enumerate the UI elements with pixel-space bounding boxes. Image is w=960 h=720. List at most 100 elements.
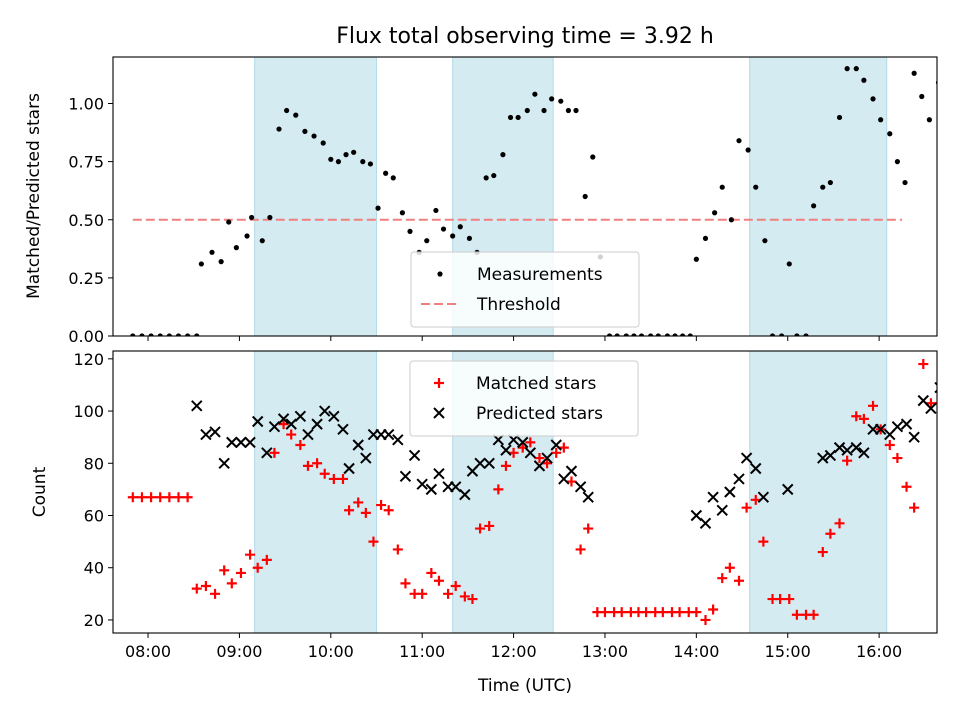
count-series-0-point-83 — [825, 528, 836, 539]
ratio-series-0-point-4 — [166, 333, 172, 336]
ratio-series-0-point-26 — [351, 149, 357, 155]
ratio-series-0-point-27 — [360, 159, 366, 165]
x-tick-label-6: 14:00 — [673, 642, 719, 661]
count-series-0-point-40 — [467, 594, 478, 605]
count-series-1-point-11 — [285, 418, 297, 430]
ratio-series-0-point-48 — [532, 91, 538, 97]
count-series-0-point-7 — [191, 583, 202, 594]
count-series-0-point-51 — [558, 442, 569, 453]
ratio-series-0-point-46 — [515, 114, 521, 121]
ratio-series-0-point-30 — [383, 170, 389, 176]
count-series-1-point-6 — [244, 436, 256, 449]
ratio-series-0-point-19 — [293, 112, 299, 118]
count-series-0-point-48 — [534, 453, 545, 464]
count-series-0-point-16 — [269, 447, 280, 458]
ratio-series-0-point-59 — [623, 333, 629, 336]
ratio-series-0-point-31 — [390, 175, 396, 181]
count-series-0-point-71 — [724, 562, 735, 573]
count-series-0-point-35 — [426, 567, 437, 578]
x-axis-label: Time (UTC) — [477, 676, 572, 696]
count-legend-label-0: Matched stars — [476, 374, 596, 394]
count-series-0-point-69 — [708, 604, 719, 615]
count-series-1-point-0 — [191, 400, 203, 412]
count-series-0-point-14 — [252, 562, 263, 573]
count-legend-marker-0 — [434, 378, 444, 388]
count-series-1-point-37 — [500, 444, 512, 456]
count-series-1-point-48 — [690, 509, 703, 522]
count-series-0-point-38 — [450, 581, 461, 591]
count-series-0-point-85 — [842, 455, 853, 466]
count-series-1-point-68 — [900, 418, 913, 430]
count-series-0-point-49 — [542, 458, 553, 469]
ratio-series-0-point-49 — [541, 107, 547, 114]
ratio-series-0-point-12 — [233, 245, 239, 251]
count-y-tick-label-3: 80 — [84, 454, 104, 473]
ratio-series-0-point-54 — [582, 193, 588, 200]
count-series-0-point-53 — [575, 544, 586, 555]
count-series-1-point-59 — [824, 449, 837, 462]
count-series-0-point-77 — [775, 594, 786, 605]
ratio-series-0-point-23 — [328, 156, 334, 162]
count-series-1-point-62 — [850, 441, 862, 454]
ratio-series-0-point-74 — [745, 147, 751, 153]
ratio-y-tick-label-2: 0.50 — [68, 211, 104, 230]
count-series-0-point-87 — [858, 413, 869, 424]
count-series-0-point-5 — [173, 492, 184, 503]
count-series-1-point-60 — [833, 441, 846, 454]
count-series-1-point-47 — [582, 491, 594, 503]
ratio-series-0-point-93 — [902, 179, 908, 186]
ratio-series-0-point-65 — [672, 333, 678, 336]
count-series-1-point-34 — [474, 457, 486, 469]
ratio-shaded-window-2 — [749, 56, 888, 337]
ratio-series-0-point-3 — [157, 333, 163, 336]
count-series-1-point-29 — [433, 468, 445, 480]
ratio-series-0-point-61 — [638, 333, 645, 336]
count-series-1-point-32 — [459, 488, 471, 501]
count-series-1-point-31 — [449, 481, 462, 493]
count-series-1-point-51 — [716, 504, 728, 516]
ratio-series-0-point-35 — [424, 238, 430, 244]
ratio-series-0-point-37 — [440, 226, 447, 232]
ratio-series-0-point-83 — [820, 184, 826, 190]
ratio-series-0-point-45 — [507, 114, 514, 121]
count-series-0-point-84 — [834, 518, 845, 529]
count-series-0-point-93 — [909, 502, 920, 513]
count-legend-label-1: Predicted stars — [476, 404, 603, 424]
count-series-0-point-73 — [741, 502, 752, 513]
count-series-0-point-47 — [525, 437, 536, 448]
count-series-0-point-65 — [674, 607, 685, 618]
count-series-0-point-18 — [286, 429, 297, 440]
ratio-series-0-point-20 — [302, 128, 308, 134]
ratio-series-0-point-28 — [367, 161, 374, 167]
count-series-1-point-17 — [337, 423, 349, 436]
ratio-series-0-point-50 — [549, 96, 555, 102]
count-series-0-point-88 — [868, 400, 879, 411]
count-axes-frame — [112, 350, 938, 634]
count-series-0-point-1 — [136, 492, 147, 503]
count-series-0-point-97 — [943, 372, 953, 382]
count-series-0-point-26 — [353, 497, 364, 508]
ratio-panel-y-axis-label: Matched/Predicted stars — [24, 93, 44, 299]
ratio-series-0-point-72 — [728, 217, 734, 223]
count-series-1-point-27 — [416, 478, 428, 490]
ratio-series-0-point-73 — [736, 138, 742, 144]
count-series-1-point-1 — [200, 428, 212, 441]
count-series-1-point-45 — [565, 465, 578, 477]
ratio-series-0-point-78 — [779, 333, 785, 336]
ratio-series-0-point-57 — [606, 333, 613, 336]
count-series-1-point-71 — [925, 402, 937, 415]
count-series-1-point-25 — [399, 470, 412, 483]
ratio-series-0-point-16 — [267, 214, 273, 221]
count-series-0-point-86 — [851, 411, 862, 422]
count-series-0-point-43 — [493, 484, 504, 495]
count-series-1-point-35 — [483, 457, 495, 469]
count-series-0-point-9 — [210, 588, 221, 599]
ratio-series-0-point-22 — [320, 140, 326, 146]
ratio-series-0-point-62 — [648, 333, 654, 336]
ratio-series-0-point-63 — [655, 333, 661, 336]
count-series-0-point-82 — [817, 547, 828, 558]
count-series-0-point-0 — [127, 492, 138, 503]
count-series-1-point-67 — [891, 421, 904, 433]
x-tick-label-8: 16:00 — [856, 642, 902, 661]
